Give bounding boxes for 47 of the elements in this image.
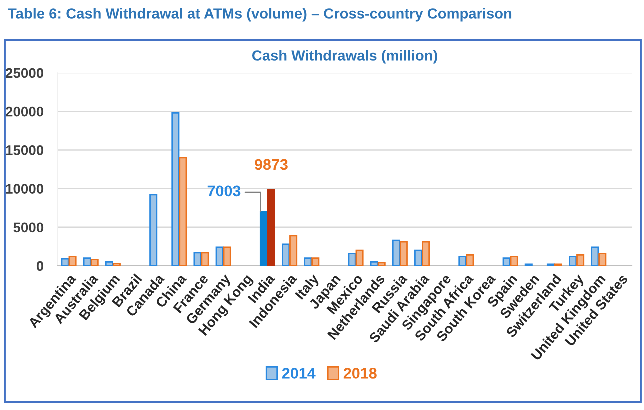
bar <box>569 256 578 266</box>
bar <box>83 258 92 266</box>
y-tick-label: 25000 <box>6 68 44 78</box>
bar <box>223 246 232 266</box>
data-label: 7003 <box>208 186 241 197</box>
bar <box>201 252 210 266</box>
bar <box>179 157 188 266</box>
y-tick-label: 5000 <box>14 222 44 233</box>
bar <box>598 252 607 266</box>
bar <box>260 211 268 266</box>
bar <box>392 240 400 266</box>
y-tick-label: 15000 <box>6 146 44 156</box>
bar <box>150 194 158 266</box>
bar <box>105 261 114 266</box>
bar <box>216 246 224 266</box>
bar <box>68 256 77 266</box>
bar <box>304 258 312 266</box>
bar <box>282 244 290 266</box>
bar <box>378 262 386 266</box>
bar <box>466 254 474 266</box>
legend-label: 2018 <box>344 368 377 379</box>
bar <box>61 258 70 266</box>
bar <box>348 252 356 266</box>
chart-title: Table 6: Cash Withdrawal at ATMs (volume) – Cross-country Comparison <box>8 8 512 22</box>
bar <box>112 262 121 266</box>
bar <box>267 189 276 266</box>
bar <box>356 250 364 266</box>
bar <box>90 259 99 266</box>
bar <box>194 252 202 266</box>
bar <box>172 112 180 266</box>
bar <box>422 241 430 266</box>
bar <box>312 258 320 266</box>
chart-subtitle: Cash Withdrawals (million) <box>252 50 438 64</box>
y-tick-label: 20000 <box>6 106 44 117</box>
bar <box>290 235 298 266</box>
bar <box>576 254 585 266</box>
bar <box>400 241 408 266</box>
bar <box>414 250 423 266</box>
bar <box>370 261 378 266</box>
legend-label: 2014 <box>282 368 316 379</box>
bar <box>502 258 511 266</box>
data-label: 9873 <box>255 159 288 170</box>
y-tick-label: 0 <box>36 261 44 272</box>
bar <box>510 256 518 266</box>
y-tick-label: 10000 <box>6 184 44 194</box>
bar <box>458 256 467 266</box>
bar <box>591 246 600 266</box>
